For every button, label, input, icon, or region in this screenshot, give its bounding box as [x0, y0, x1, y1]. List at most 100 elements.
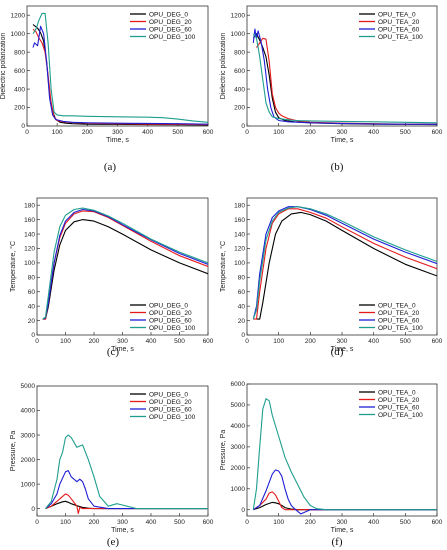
legend-label: OPU_TEA_100	[378, 412, 423, 419]
y-tick-label: 40	[238, 303, 246, 310]
y-tick-label: 1000	[231, 31, 246, 38]
series-group	[42, 207, 208, 320]
legend-label: OPU_DEG_100	[149, 414, 196, 421]
y-tick-label: 20	[238, 318, 246, 325]
chart-panel-3: 0 100 200 300 400 500 600 0 20 40 60 80 100 120 140 160…	[9, 197, 214, 358]
x-tick-label: 200	[82, 129, 93, 136]
legend-label: OPU_TEA_20	[378, 397, 420, 404]
legend-label: OPU_TEA_100	[378, 325, 423, 332]
y-tick-label: 200	[14, 105, 25, 112]
legend-label: OPU_TEA_60	[378, 317, 420, 324]
legend-label: OPU_TEA_60	[378, 404, 420, 411]
legend-label: OPU_TEA_20	[378, 310, 420, 317]
y-tick-label: 180	[24, 202, 35, 209]
y-tick-label: 5000	[231, 402, 246, 409]
y-tick-label: 4000	[21, 408, 36, 415]
panel-caption: (d)	[331, 346, 344, 358]
series-line-OPU_DEG_100	[32, 12, 208, 123]
series-line-OPU_DEG_60	[42, 208, 208, 320]
y-tick-label: 6000	[231, 381, 246, 388]
x-tick-label: 300	[337, 129, 348, 136]
y-axis-label: Dielectric polarization	[220, 33, 227, 100]
y-tick-label: 1000	[21, 481, 36, 488]
panel-caption: (e)	[107, 536, 120, 548]
y-axis-label: Temperature, °C	[219, 241, 227, 292]
legend-label: OPU_DEG_20	[149, 310, 192, 317]
y-tick-label: 800	[234, 49, 245, 56]
x-axis-label: Time, s	[111, 527, 134, 534]
legend-label: OPU_DEG_20	[149, 19, 192, 26]
x-tick-label: 600	[432, 519, 443, 526]
x-tick-label: 500	[400, 338, 411, 345]
chart-panel-6: 0 100 200 300 400 500 600010002000300040005000…	[220, 381, 443, 548]
x-tick-label: 600	[432, 129, 443, 136]
y-tick-label: 3000	[231, 444, 246, 451]
y-tick-label: 2000	[231, 465, 246, 472]
x-tick-label: 200	[89, 338, 100, 345]
x-tick-label: 600	[432, 338, 443, 345]
y-axis-label: Temperature, °C	[9, 241, 17, 292]
y-tick-label: 120	[234, 246, 245, 253]
chart-panel-1: 0 100 200 300 400 500 600 0 200 400 600 800 1000 1200…	[0, 5, 214, 173]
x-tick-label: 200	[305, 129, 316, 136]
x-tick-label: 500	[174, 338, 185, 345]
x-tick-label: 0	[245, 338, 249, 345]
x-tick-label: 300	[117, 519, 128, 526]
x-axis-label: Time, s	[106, 137, 129, 144]
y-tick-label: 60	[238, 289, 246, 296]
series-group	[252, 398, 437, 515]
legend-label: OPU_TEA_20	[378, 19, 420, 26]
y-tick-label: 1200	[231, 12, 246, 19]
series-line-OPU_DEG_100	[45, 434, 208, 510]
x-tick-label: 0	[35, 338, 39, 345]
x-tick-label: 0	[35, 519, 39, 526]
legend-label: OPU_DEG_60	[149, 317, 192, 324]
y-tick-label: 140	[24, 231, 35, 238]
x-tick-label: 400	[142, 129, 153, 136]
y-tick-label: 1000	[231, 486, 246, 493]
y-tick-label: 600	[234, 68, 245, 75]
series-line-OPU_TEA_60	[252, 28, 437, 125]
y-axis-label: Dielectric polarization	[0, 33, 7, 100]
series-line-OPU_TEA_60	[252, 206, 437, 320]
x-tick-label: 300	[112, 129, 123, 136]
series-line-OPU_DEG_100	[42, 207, 208, 320]
y-tick-label: 100	[234, 260, 245, 267]
y-tick-label: 20	[28, 318, 36, 325]
x-tick-label: 400	[368, 519, 379, 526]
y-tick-label: 160	[24, 217, 35, 224]
series-line-OPU_TEA_0	[256, 211, 437, 320]
x-tick-label: 400	[368, 129, 379, 136]
y-tick-label: 100	[24, 260, 35, 267]
legend-label: OPU_TEA_0	[378, 302, 416, 309]
x-tick-label: 600	[203, 338, 214, 345]
series-group	[45, 434, 208, 515]
y-tick-label: 0	[241, 507, 245, 514]
series-line-OPU_TEA_100	[252, 398, 437, 511]
legend-label: OPU_DEG_0	[149, 302, 188, 309]
legend-label: OPU_TEA_100	[378, 34, 423, 41]
y-axis-label: Pressure, Pa	[220, 430, 227, 471]
panel-caption: (b)	[331, 161, 344, 173]
series-line-OPU_TEA_20	[252, 491, 437, 511]
x-tick-label: 500	[400, 129, 411, 136]
y-tick-label: 400	[234, 86, 245, 93]
x-tick-label: 100	[52, 129, 63, 136]
x-tick-label: 200	[305, 338, 316, 345]
chart-panel-4: 0 100 200 300 400 500 600 0 20 40 60 80 100 120 140 160…	[219, 197, 443, 358]
x-tick-label: 100	[273, 129, 284, 136]
legend-label: OPU_TEA_0	[378, 11, 416, 18]
x-axis-label: Time, s	[331, 137, 354, 144]
x-tick-label: 200	[89, 519, 100, 526]
y-tick-label: 80	[238, 275, 246, 282]
x-tick-label: 600	[203, 519, 214, 526]
legend-label: OPU_DEG_60	[149, 26, 192, 33]
chart-panel-5: 0 100 200 300 400 500 600 0 1000 2000 3000 4000 5000…	[10, 383, 214, 548]
y-tick-label: 0	[31, 332, 35, 339]
x-tick-label: 100	[273, 519, 284, 526]
legend-label: OPU_DEG_60	[149, 406, 192, 413]
